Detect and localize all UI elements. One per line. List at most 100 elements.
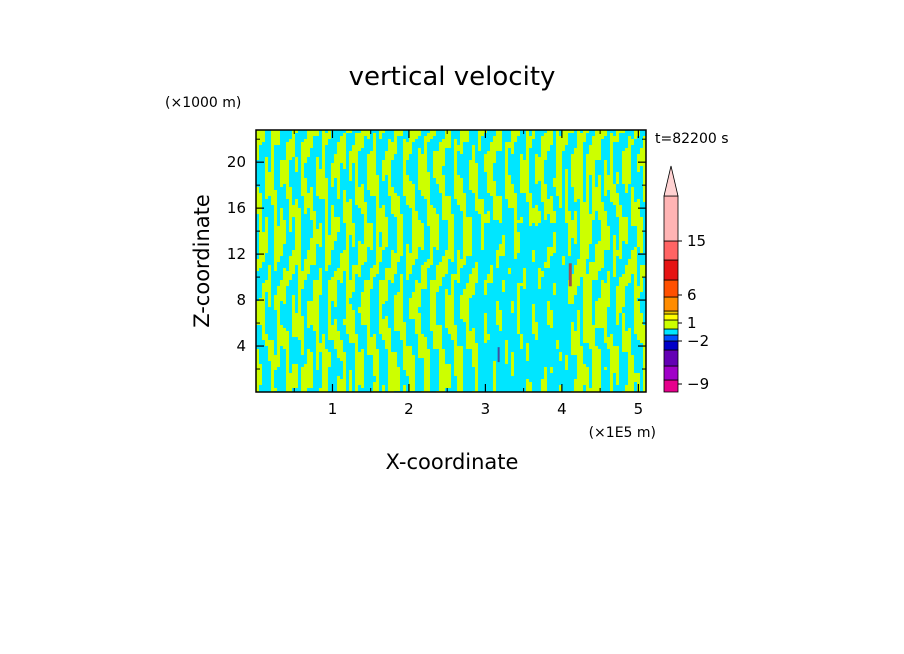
field-updraft-cell: [316, 190, 328, 193]
field-updraft-cell: [292, 334, 304, 337]
field-updraft-cell: [427, 220, 439, 223]
field-updraft-cell: [286, 190, 292, 193]
field-updraft-cell: [574, 265, 586, 268]
field-updraft-cell: [334, 160, 346, 163]
field-updraft-cell: [541, 142, 553, 145]
field-updraft-cell: [406, 244, 409, 247]
field-updraft-cell: [397, 238, 403, 241]
field-updraft-cell: [430, 298, 436, 301]
field-updraft-cell: [496, 319, 502, 322]
field-updraft-cell: [634, 325, 646, 328]
field-updraft-cell: [346, 229, 355, 232]
field-updraft-cell: [328, 319, 331, 322]
field-updraft-cell: [295, 247, 301, 250]
field-updraft-cell: [382, 169, 391, 172]
field-updraft-cell: [484, 325, 487, 328]
field-updraft-cell: [583, 130, 589, 133]
field-updraft-cell: [535, 223, 538, 226]
field-updraft-cell: [382, 163, 391, 166]
field-updraft-cell: [313, 235, 322, 238]
field-updraft-cell: [361, 319, 370, 322]
field-updraft-cell: [403, 169, 406, 172]
field-updraft-cell: [583, 283, 592, 286]
field-updraft-cell: [610, 199, 619, 202]
field-updraft-cell: [304, 139, 313, 142]
field-updraft-cell: [430, 289, 439, 292]
field-updraft-cell: [430, 322, 436, 325]
field-updraft-cell: [616, 373, 619, 376]
field-updraft-cell: [610, 154, 613, 157]
field-updraft-cell: [448, 229, 454, 232]
field-updraft-cell: [256, 187, 259, 190]
field-updraft-cell: [586, 178, 589, 181]
field-updraft-cell: [274, 298, 286, 301]
field-updraft-cell: [565, 214, 571, 217]
field-updraft-cell: [598, 181, 601, 184]
field-updraft-cell: [400, 334, 406, 337]
field-updraft-cell: [505, 184, 514, 187]
field-updraft-cell: [271, 385, 274, 388]
field-updraft-cell: [256, 319, 265, 322]
field-updraft-cell: [514, 226, 517, 229]
field-updraft-cell: [463, 244, 472, 247]
field-updraft-cell: [406, 256, 418, 259]
field-updraft-cell: [541, 145, 550, 148]
field-updraft-cell: [601, 238, 610, 241]
field-updraft-cell: [409, 130, 421, 133]
field-updraft-cell: [556, 163, 562, 166]
field-updraft-cell: [520, 172, 529, 175]
field-updraft-cell: [349, 154, 358, 157]
field-updraft-cell: [388, 193, 397, 196]
field-updraft-cell: [325, 244, 334, 247]
field-updraft-cell: [601, 223, 607, 226]
field-updraft-cell: [586, 190, 589, 193]
field-updraft-cell: [409, 133, 421, 136]
field-updraft-cell: [637, 235, 643, 238]
field-updraft-cell: [619, 241, 622, 244]
field-updraft-cell: [454, 157, 457, 160]
field-updraft-cell: [331, 181, 334, 184]
field-updraft-cell: [613, 235, 616, 238]
field-updraft-cell: [622, 334, 631, 337]
field-updraft-cell: [469, 178, 478, 181]
field-updraft-cell: [337, 151, 346, 154]
field-updraft-cell: [550, 217, 556, 220]
field-updraft-cell: [463, 250, 472, 253]
field-updraft-cell: [529, 208, 538, 211]
field-updraft-cell: [580, 220, 592, 223]
field-updraft-cell: [301, 379, 313, 382]
field-updraft-cell: [628, 139, 634, 142]
field-updraft-cell: [592, 196, 601, 199]
field-updraft-cell: [403, 358, 415, 361]
field-updraft-cell: [262, 334, 268, 337]
field-updraft-cell: [388, 364, 397, 367]
field-updraft-cell: [610, 169, 613, 172]
field-updraft-cell: [388, 148, 397, 151]
field-updraft-cell: [313, 325, 319, 328]
field-updraft-cell: [598, 217, 607, 220]
field-updraft-cell: [529, 217, 541, 220]
field-updraft-cell: [274, 223, 277, 226]
field-updraft-cell: [346, 235, 349, 238]
field-updraft-cell: [475, 265, 478, 268]
field-updraft-cell: [382, 244, 388, 247]
field-updraft-cell: [634, 331, 646, 334]
field-updraft-cell: [274, 295, 286, 298]
field-updraft-cell: [292, 250, 301, 253]
field-updraft-cell: [514, 229, 517, 232]
field-updraft-cell: [301, 151, 310, 154]
field-updraft-cell: [610, 136, 619, 139]
field-updraft-cell: [424, 376, 430, 379]
field-updraft-cell: [628, 367, 634, 370]
field-updraft-cell: [319, 196, 328, 199]
field-updraft-cell: [475, 262, 478, 265]
field-updraft-cell: [511, 370, 514, 373]
field-updraft-cell: [493, 205, 502, 208]
field-updraft-cell: [640, 280, 643, 283]
field-updraft-cell: [337, 385, 346, 388]
field-updraft-cell: [403, 340, 406, 343]
field-updraft-cell: [586, 193, 589, 196]
field-updraft-cell: [433, 154, 445, 157]
field-updraft-cell: [286, 187, 292, 190]
